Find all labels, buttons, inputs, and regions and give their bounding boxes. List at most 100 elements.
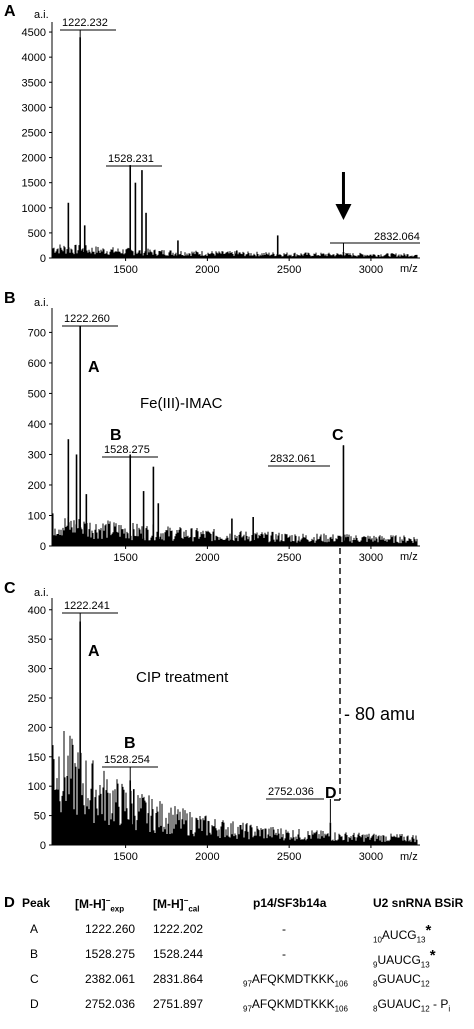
table-cell-protein: - xyxy=(282,947,286,961)
header-mh-cal: [M-H]−cal xyxy=(153,896,199,913)
spectra-figure: A a.i. m/z 1222.232 1528.231 2832.064 0 5… xyxy=(4,3,420,863)
y-tick-label: 4500 xyxy=(22,27,46,39)
x-unit-label-b: m/z xyxy=(400,551,418,563)
y-tick-label: 3000 xyxy=(22,102,46,114)
table-cell-peak: D xyxy=(30,997,39,1011)
noise-trace xyxy=(52,513,418,546)
table-cell-mh-exp: 2382.061 xyxy=(85,972,136,986)
y-tick-label: 200 xyxy=(28,480,46,492)
panel-letter-d: D xyxy=(4,894,15,911)
peak-letter-b-c: B xyxy=(124,735,136,752)
y-tick-label: 300 xyxy=(28,664,46,676)
table-cell-mh-exp: 1222.260 xyxy=(85,922,136,936)
header-mh-exp: [M-H]−exp xyxy=(75,896,124,913)
spectrum-panel-a: A a.i. m/z 1222.232 1528.231 2832.064 0 5… xyxy=(4,3,420,276)
peak-label-1528-b: 1528.275 xyxy=(104,444,150,456)
y-tick-label: 700 xyxy=(28,327,46,339)
y-tick-label: 300 xyxy=(28,449,46,461)
table-cell-rna: 9UAUCG13* xyxy=(373,947,436,970)
table-cell-rna: 8GUAUC12 xyxy=(373,972,430,989)
peak-letter-b-b: B xyxy=(110,427,122,444)
x-tick-label: 3000 xyxy=(359,851,383,863)
x-tick-label: 2500 xyxy=(277,552,301,564)
x-tick-label: 3000 xyxy=(359,552,383,564)
y-tick-label: 2000 xyxy=(22,153,46,165)
y-tick-label: 150 xyxy=(28,752,46,764)
table-cell-rna: 8GUAUC12 - Pi xyxy=(373,997,451,1014)
mass-shift-label: - 80 amu xyxy=(344,704,415,724)
table-cell-mh-cal: 2831.864 xyxy=(153,972,204,986)
y-tick-label: 100 xyxy=(28,781,46,793)
x-unit-label-c: m/z xyxy=(400,851,418,863)
table-cell-protein: 97AFQKMDTKKK106 xyxy=(243,997,348,1014)
header-protein: p14/SF3b14a xyxy=(253,896,327,910)
table-cell-mh-exp: 2752.036 xyxy=(85,997,136,1011)
table-cell-peak: A xyxy=(30,922,39,936)
y-unit-label-c: a.i. xyxy=(34,587,49,599)
table-cell-protein: - xyxy=(282,922,286,936)
peak-letter-c-b: C xyxy=(332,427,344,444)
y-tick-label: 3500 xyxy=(22,77,46,89)
table-cell-mh-exp: 1528.275 xyxy=(85,947,136,961)
noise-trace xyxy=(52,244,418,258)
table-cell-peak: B xyxy=(30,947,39,961)
x-tick-label: 1500 xyxy=(113,264,137,276)
y-tick-label: 1000 xyxy=(22,203,46,215)
header-mh-cal-text: [M-H] xyxy=(153,897,184,911)
noise-trace xyxy=(52,731,418,845)
peak-label-1528-c: 1528.254 xyxy=(104,754,150,766)
peak-letter-a-b: A xyxy=(88,359,100,376)
spectrum-panel-c: C a.i. m/z 1222.241 1528.254 2752.036 A … xyxy=(4,548,420,863)
header-mh-cal-sup: − xyxy=(183,896,189,905)
header-rna: U2 snRNA BSiR xyxy=(373,896,464,910)
y-tick-label: 100 xyxy=(28,510,46,522)
y-tick-label: 0 xyxy=(40,840,46,852)
peak-label-1222-c: 1222.241 xyxy=(64,600,110,612)
y-tick-label: 4000 xyxy=(22,52,46,64)
y-tick-label: 1500 xyxy=(22,178,46,190)
peak-letter-d-c: D xyxy=(325,785,337,802)
arrow-down-icon xyxy=(335,204,352,220)
y-tick-label: 600 xyxy=(28,358,46,370)
y-tick-label: 0 xyxy=(40,253,46,265)
table-cell-rna: 10AUCG13* xyxy=(373,922,432,945)
peak-label-1528-a: 1528.231 xyxy=(108,153,154,165)
y-tick-label: 200 xyxy=(28,722,46,734)
panel-letter-b: B xyxy=(4,290,16,307)
y-unit-label-b: a.i. xyxy=(34,297,49,309)
y-tick-label: 400 xyxy=(28,419,46,431)
table-cell-mh-cal: 1528.244 xyxy=(153,947,204,961)
x-tick-label: 2000 xyxy=(195,264,219,276)
x-tick-label: 2500 xyxy=(277,851,301,863)
x-tick-label: 3000 xyxy=(359,264,383,276)
y-tick-label: 250 xyxy=(28,693,46,705)
table-cell-mh-cal: 1222.202 xyxy=(153,922,204,936)
y-unit-label-a: a.i. xyxy=(34,9,49,21)
peak-label-2832-b: 2832.061 xyxy=(270,453,316,465)
spectrum-panel-b: B a.i. m/z 1222.260 1528.275 2832.061 A … xyxy=(4,290,420,564)
table-cell-peak: C xyxy=(30,972,39,986)
panel-letter-a: A xyxy=(4,3,16,20)
peak-label-2752-c: 2752.036 xyxy=(268,786,314,798)
panel-letter-c: C xyxy=(4,580,16,597)
table-cell-protein: 97AFQKMDTKKK106 xyxy=(243,972,348,989)
header-mh-cal-sub: cal xyxy=(188,904,200,914)
y-tick-label: 0 xyxy=(40,541,46,553)
peak-label-2832-a: 2832.064 xyxy=(374,231,420,243)
x-tick-label: 1500 xyxy=(113,552,137,564)
x-tick-label: 2000 xyxy=(195,851,219,863)
imac-annotation: Fe(III)-IMAC xyxy=(140,395,223,412)
x-tick-label: 2500 xyxy=(277,264,301,276)
peak-assignment-table: D Peak [M-H]−exp [M-H]−cal p14/SF3b14a U… xyxy=(0,892,474,1029)
header-mh-exp-text: [M-H] xyxy=(75,897,106,911)
cip-annotation: CIP treatment xyxy=(136,669,229,686)
y-tick-label: 2500 xyxy=(22,127,46,139)
header-mh-exp-sub: exp xyxy=(110,904,125,914)
y-tick-label: 50 xyxy=(34,811,46,823)
y-tick-label: 350 xyxy=(28,634,46,646)
peak-label-1222-b: 1222.260 xyxy=(64,313,110,325)
peak-letter-a-c: A xyxy=(88,643,100,660)
y-tick-label: 500 xyxy=(28,228,46,240)
header-peak: Peak xyxy=(22,896,51,910)
y-tick-label: 500 xyxy=(28,388,46,400)
